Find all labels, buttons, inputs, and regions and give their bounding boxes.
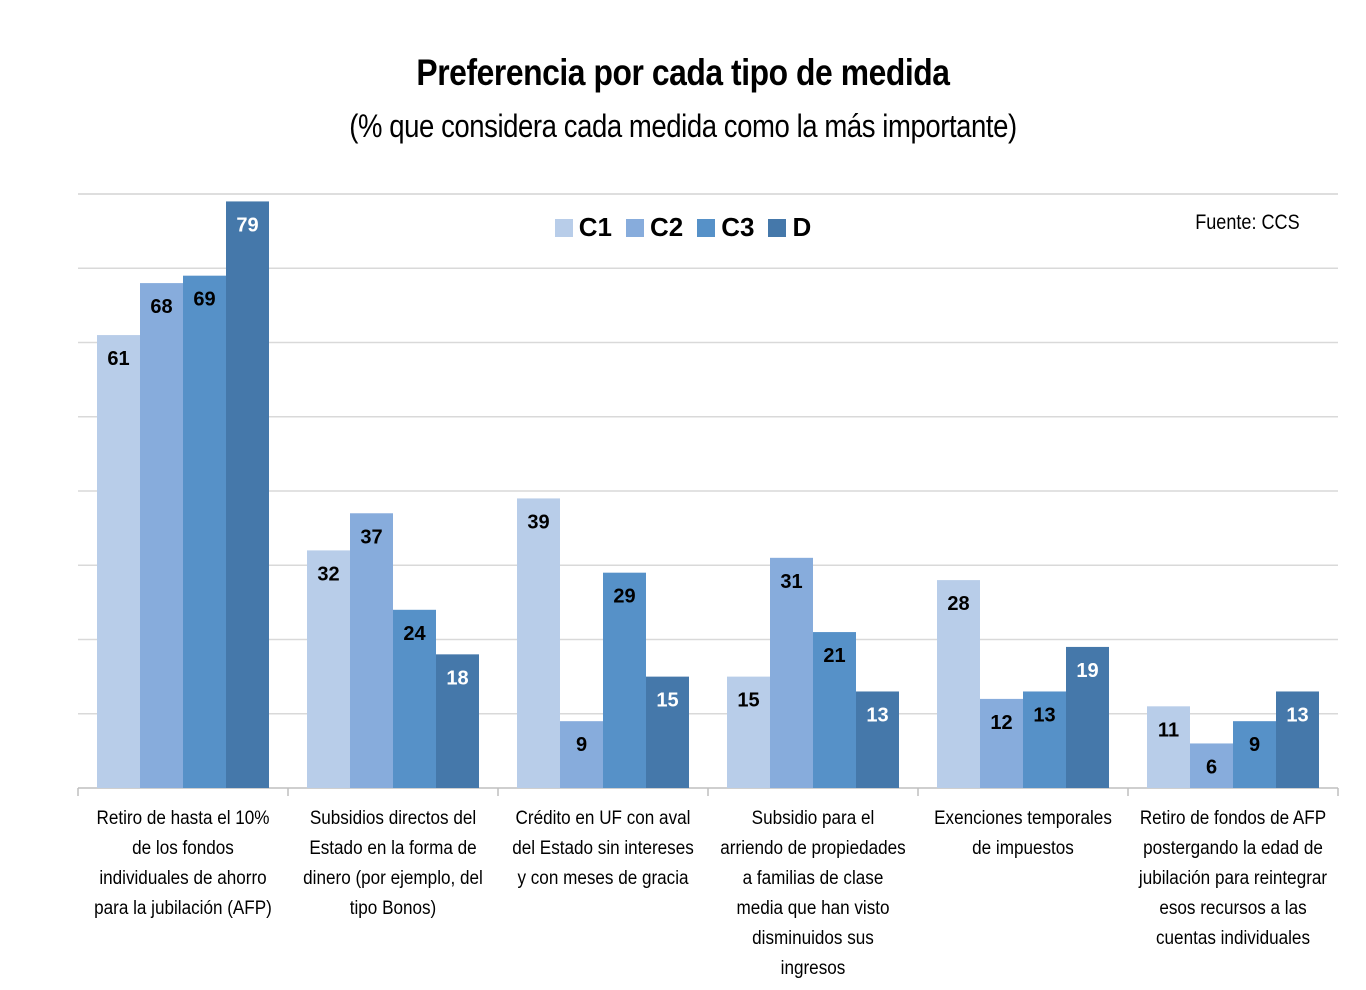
bar-value-label: 15 [656,690,678,712]
bar-value-label: 21 [823,645,845,667]
bar-value-label: 15 [737,690,759,712]
bar-d-1 [436,654,479,788]
bar-c2-0 [140,283,183,788]
chart-title: Preferencia por cada tipo de medida [416,52,950,93]
bar-value-label: 29 [613,586,635,608]
bar-c2-4 [980,698,1023,788]
bar-value-label: 28 [947,593,969,615]
bar-d-4 [1066,646,1109,788]
legend-item-c3: C3 [697,212,754,243]
bar-c3-0 [183,275,226,788]
bar-d-5 [1276,691,1319,788]
bar-c2-2 [560,721,603,788]
bar-value-label: 39 [527,511,549,533]
bar-value-label: 12 [990,712,1012,734]
bar-value-label: 19 [1076,660,1098,682]
category-label: Subsidio para el arriendo de propiedades… [720,808,906,979]
legend: C1 C2 C3 D [0,212,1366,243]
legend-label: C2 [649,212,684,242]
bar-value-label: 37 [360,526,382,548]
legend-item-d: D [768,212,811,243]
bar-value-label: 68 [150,296,172,318]
category-label: Crédito en UF con aval del Estado sin in… [512,808,694,889]
source-note: Fuente: CCS [1195,211,1300,234]
bar-value-label: 32 [317,563,339,585]
chart-subtitle: (% que considera cada medida como la más… [349,108,1017,144]
legend-item-c1: C1 [554,212,612,243]
bar-c1-5 [1147,706,1190,788]
bar-c2-5 [1190,743,1233,788]
bar-value-label: 13 [866,704,888,726]
bar-value-label: 18 [446,667,468,689]
bar-value-label: 69 [193,289,215,311]
bar-value-label: 61 [107,348,129,370]
category-label: Exenciones temporales de impuestos [934,808,1112,859]
bar-c2-3 [770,557,813,788]
bar-d-3 [856,691,899,788]
legend-label: C3 [721,212,755,242]
bar-c3-4 [1023,691,1066,788]
bar-value-label: 9 [576,734,587,756]
category-label: Retiro de hasta el 10% de los fondos ind… [94,808,272,919]
bar-c1-2 [517,498,560,788]
bar-c1-3 [727,676,770,788]
bar-c1-4 [937,580,980,788]
bar-value-label: 79 [236,214,258,236]
bar-value-label: 9 [1249,734,1260,756]
bar-c3-5 [1233,721,1276,788]
bar-value-label: 31 [780,571,802,593]
bar-value-label: 6 [1206,756,1217,778]
bar-value-label: 13 [1286,704,1308,726]
bar-d-0 [226,201,269,789]
legend-label: D [792,212,812,242]
bar-c1-0 [97,335,140,788]
legend-label: C1 [578,212,612,242]
category-label: Retiro de fondos de AFP postergando la e… [1138,808,1328,949]
bar-value-label: 24 [403,623,426,645]
bar-value-label: 11 [1158,719,1179,741]
bar-c2-1 [350,513,393,788]
category-label: Subsidios directos del Estado en la form… [303,808,483,919]
bar-c3-2 [603,572,646,788]
legend-swatch [768,218,787,237]
legend-item-c2: C2 [625,212,684,243]
bar-c3-1 [393,609,436,788]
legend-swatch [697,218,716,237]
legend-swatch [554,218,573,237]
legend-swatch [625,218,644,237]
bar-c1-1 [307,550,350,788]
bar-value-label: 13 [1033,704,1055,726]
bar-c3-3 [813,632,856,788]
bar-d-2 [646,676,689,788]
